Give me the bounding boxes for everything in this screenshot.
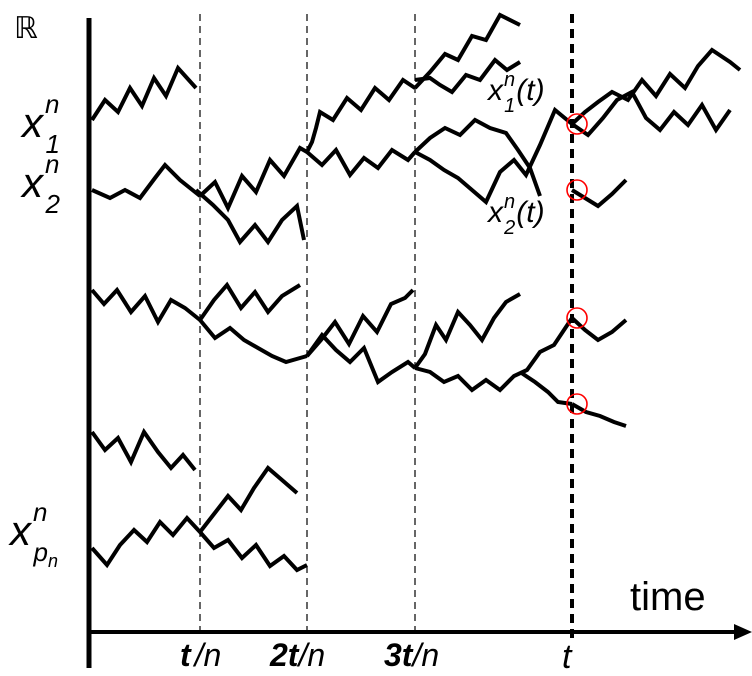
walk-path <box>570 89 732 138</box>
walk-path <box>305 146 417 179</box>
marker-circle <box>566 393 588 415</box>
walk-path <box>570 316 628 343</box>
tick-label-3t-over-n: 3t/n <box>384 637 439 673</box>
y-axis-symbol: ℝ <box>14 12 38 45</box>
label-x1-n: xn 1 <box>20 89 60 159</box>
tick-label-t-over-n: t/n <box>180 637 221 673</box>
tick-label-2t-over-n: 2t/n <box>269 637 325 673</box>
walk-path <box>90 427 197 472</box>
walk-path <box>414 57 522 95</box>
walk-path <box>90 64 198 122</box>
marker-circle <box>566 307 588 329</box>
walk-path <box>413 12 521 90</box>
walk-path <box>571 402 627 428</box>
time-t-markers <box>566 113 588 415</box>
walk-path <box>414 106 574 206</box>
walk-path <box>194 188 306 246</box>
marker-circle <box>566 113 588 135</box>
walk-path <box>305 288 415 358</box>
walk-path <box>198 145 308 213</box>
walk-path <box>518 370 573 406</box>
walk-path <box>90 286 202 327</box>
walk-path <box>305 77 417 153</box>
x-axis-label: time <box>630 575 706 619</box>
label-x1-n-of-t: xn 1(t) <box>486 69 545 117</box>
walk-path <box>198 318 308 365</box>
label-xpn-n: xn pn <box>8 497 58 571</box>
walk-path <box>198 465 299 534</box>
walk-path <box>198 530 308 573</box>
walk-path <box>305 331 417 386</box>
x-axis-arrow-icon <box>734 624 752 640</box>
marker-circle <box>566 179 588 201</box>
walk-path <box>90 514 202 569</box>
walk-path <box>198 281 302 322</box>
walk-path <box>91 161 202 201</box>
walk-path <box>570 178 628 209</box>
tick-label-t: t <box>562 638 573 676</box>
walk-path <box>413 117 542 197</box>
walk-paths <box>90 12 742 573</box>
label-x2-n: xn 2 <box>20 149 60 219</box>
label-x2-n-of-t: xn 2(t) <box>486 191 545 239</box>
walk-path <box>413 292 521 370</box>
walk-path <box>570 47 742 126</box>
walk-path <box>414 316 574 393</box>
